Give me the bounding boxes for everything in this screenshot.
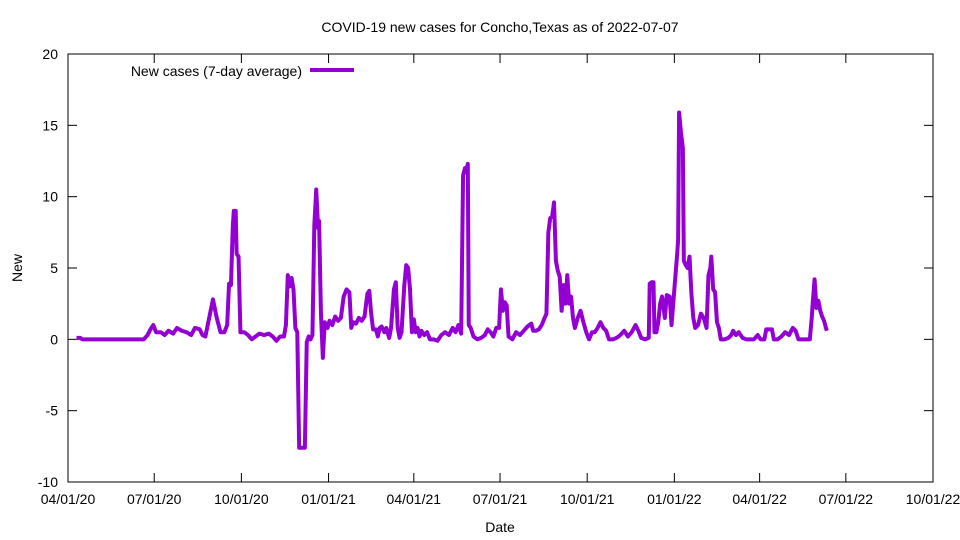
x-axis-label: Date	[485, 519, 515, 535]
x-tick-label: 10/01/20	[214, 491, 269, 507]
legend-label: New cases (7-day average)	[131, 63, 302, 79]
series-line	[76, 110, 829, 450]
y-tick-label: -5	[46, 403, 59, 419]
x-tick-label: 10/01/22	[906, 491, 960, 507]
x-tick-label: 04/01/21	[387, 491, 442, 507]
y-tick-label: 15	[42, 117, 58, 133]
legend: New cases (7-day average)	[131, 63, 354, 79]
y-tick-label: 5	[50, 260, 58, 276]
y-axis-ticks: -10 -5 0 5 10 15 20	[38, 46, 933, 490]
chart-title: COVID-19 new cases for Concho,Texas as o…	[321, 19, 678, 35]
x-axis-ticks: 04/01/20 07/01/20 10/01/20 01/01/21 04/01/21…	[41, 54, 960, 507]
x-tick-label: 07/01/20	[127, 491, 182, 507]
x-tick-label: 01/01/22	[647, 491, 702, 507]
y-tick-label: -10	[38, 474, 58, 490]
x-tick-label: 10/01/21	[560, 491, 615, 507]
x-tick-label: 07/01/22	[819, 491, 874, 507]
series-group	[76, 110, 829, 450]
x-tick-label: 01/01/21	[301, 491, 356, 507]
plot-frame	[67, 53, 934, 483]
x-tick-label: 04/01/20	[41, 491, 96, 507]
x-tick-label: 07/01/21	[473, 491, 528, 507]
y-axis-label: New	[9, 253, 25, 282]
y-tick-label: 10	[42, 189, 58, 205]
y-tick-label: 20	[42, 46, 58, 62]
x-tick-label: 04/01/22	[732, 491, 787, 507]
y-tick-label: 0	[50, 331, 58, 347]
